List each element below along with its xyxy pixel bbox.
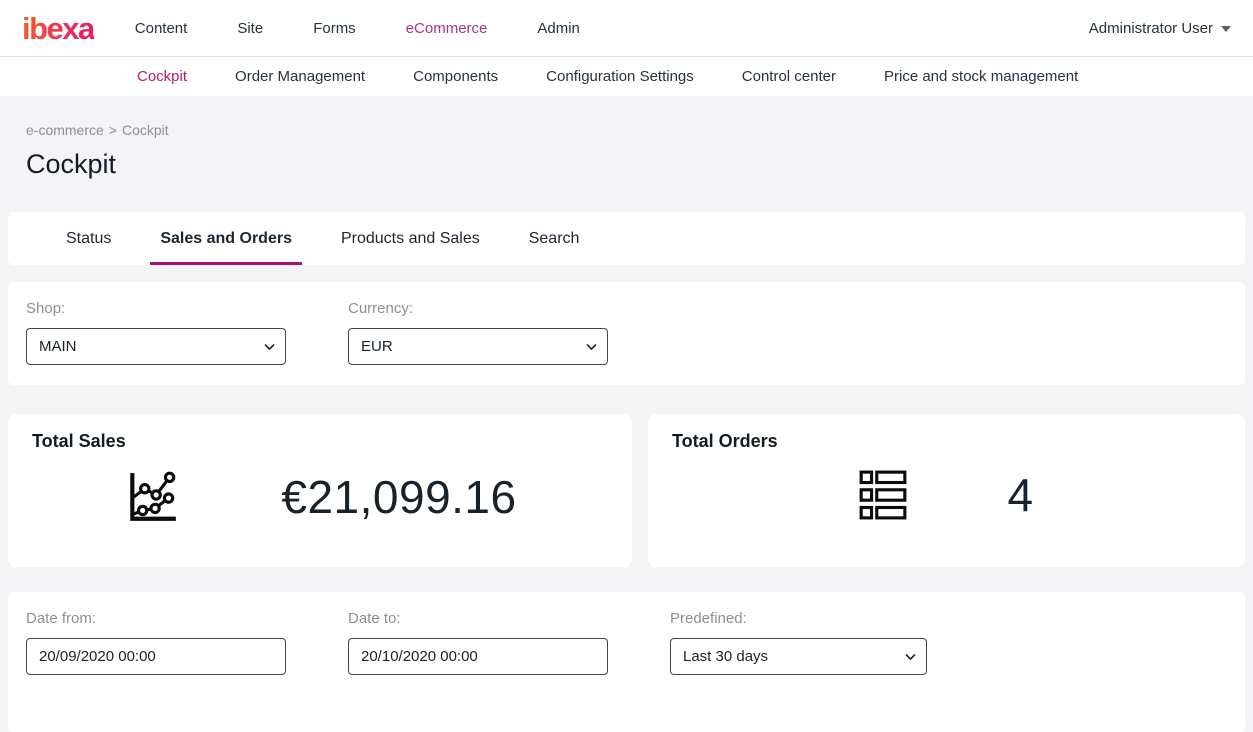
breadcrumb-parent[interactable]: e-commerce xyxy=(26,122,104,138)
predefined-filter: Predefined: Last 30 days xyxy=(670,610,927,712)
date-from-filter: Date from: xyxy=(26,610,286,712)
total-orders-value: 4 xyxy=(1007,469,1034,521)
date-to-input[interactable] xyxy=(348,638,608,675)
date-from-label: Date from: xyxy=(26,610,97,627)
line-chart-icon xyxy=(123,468,181,526)
user-menu[interactable]: Administrator User xyxy=(1089,20,1231,37)
total-sales-value: €21,099.16 xyxy=(281,471,517,523)
predefined-label: Predefined: xyxy=(670,610,747,627)
menu-item-site[interactable]: Site xyxy=(237,19,264,37)
orders-list-icon xyxy=(859,469,907,521)
breadcrumb: e-commerce > Cockpit xyxy=(26,122,1253,138)
ecommerce-sub-navigation: Cockpit Order Management Components Conf… xyxy=(0,57,1253,96)
subnav-item-control-center[interactable]: Control center xyxy=(741,68,836,85)
total-orders-title: Total Orders xyxy=(672,431,778,451)
currency-select[interactable]: EUR xyxy=(348,328,608,365)
menu-item-content[interactable]: Content xyxy=(134,19,188,37)
shop-currency-filter-panel: Shop: MAIN Currency: EUR xyxy=(8,282,1245,385)
menu-item-admin[interactable]: Admin xyxy=(537,19,580,37)
user-menu-label: Administrator User xyxy=(1088,19,1213,37)
total-sales-card: Total Sales €21,099.16 xyxy=(8,414,632,567)
main-menu: Content Site Forms eCommerce Admin xyxy=(110,0,605,57)
subnav-item-cockpit[interactable]: Cockpit xyxy=(137,68,188,85)
breadcrumb-separator: > xyxy=(108,122,117,138)
shop-label: Shop: xyxy=(26,300,66,317)
date-to-filter: Date to: xyxy=(348,610,608,712)
subnav-item-order-management[interactable]: Order Management xyxy=(235,68,366,85)
subnav-item-price-stock-management[interactable]: Price and stock management xyxy=(883,68,1079,85)
stats-cards-row: Total Sales €21,099.16 Total Orders xyxy=(8,414,1245,567)
tab-products-and-sales[interactable]: Products and Sales xyxy=(340,229,480,247)
predefined-select[interactable]: Last 30 days xyxy=(670,638,927,675)
menu-item-ecommerce[interactable]: eCommerce xyxy=(405,19,488,37)
total-sales-title: Total Sales xyxy=(32,431,126,451)
total-orders-card: Total Orders 4 xyxy=(648,414,1245,567)
date-filter-panel: Date from: Date to: Predefined: Last 30 … xyxy=(8,592,1245,732)
currency-label: Currency: xyxy=(348,300,414,317)
page-title: Cockpit xyxy=(26,149,117,179)
tab-status[interactable]: Status xyxy=(66,229,112,247)
shop-select[interactable]: MAIN xyxy=(26,328,286,365)
date-to-label: Date to: xyxy=(348,610,401,627)
currency-filter: Currency: EUR xyxy=(348,300,608,365)
breadcrumb-current[interactable]: Cockpit xyxy=(121,122,169,138)
chevron-down-icon xyxy=(1221,26,1231,32)
cockpit-tabs: Status Sales and Orders Products and Sal… xyxy=(8,212,1245,265)
shop-filter: Shop: MAIN xyxy=(26,300,286,365)
menu-item-forms[interactable]: Forms xyxy=(313,19,356,37)
date-from-input[interactable] xyxy=(26,638,286,675)
top-navigation: ibexa Content Site Forms eCommerce Admin… xyxy=(0,0,1253,57)
subnav-item-configuration-settings[interactable]: Configuration Settings xyxy=(546,68,694,85)
tab-sales-and-orders[interactable]: Sales and Orders xyxy=(144,212,308,265)
ibexa-logo[interactable]: ibexa xyxy=(22,10,95,46)
subnav-item-components[interactable]: Components xyxy=(413,68,499,85)
tab-search[interactable]: Search xyxy=(528,229,580,247)
